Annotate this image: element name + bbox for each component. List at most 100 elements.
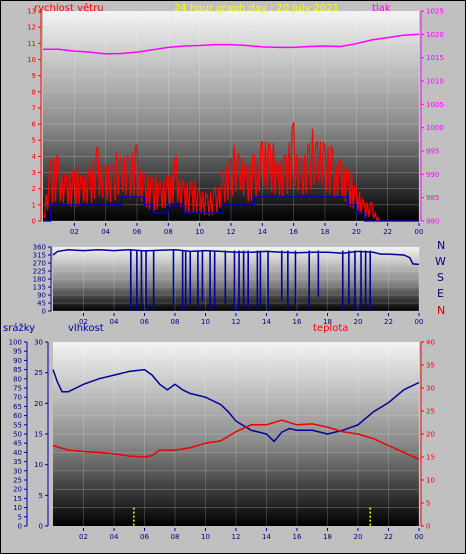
rain-tick-label-15: 15: [13, 495, 22, 503]
direction-tick-label-0: 0: [42, 308, 46, 316]
rain-tick-label-85: 85: [13, 366, 22, 374]
direction-xtick-label-02: 02: [79, 318, 88, 326]
top-xtick-label-16: 16: [289, 228, 298, 236]
pressure-tick-label-1020: 1020: [426, 31, 444, 39]
top-series: [42, 33, 420, 222]
direction-series: [52, 248, 420, 311]
direction-xtick-label-06: 06: [140, 318, 149, 326]
bottom-xtick-label-10: 10: [201, 533, 210, 541]
wind-speed-tick-label-5: 5: [32, 137, 36, 145]
pressure-tick-label-980: 980: [426, 218, 439, 226]
wind-speed-tick-label-2: 2: [32, 185, 36, 193]
top-xtick-label-20: 20: [352, 228, 361, 236]
pressure-tick-label-995: 995: [426, 148, 439, 156]
bottom-xtick-label-12: 12: [232, 533, 241, 541]
humidity-tick-label-5: 5: [39, 492, 43, 500]
pressure-tick-label-1025: 1025: [426, 8, 444, 16]
wind-speed-line: [42, 122, 419, 222]
rain-tick-label-45: 45: [13, 440, 22, 448]
wind-speed-tick-label-8: 8: [32, 88, 36, 96]
bottom-xtick-label-14: 14: [262, 533, 271, 541]
rain-tick-label-50: 50: [13, 431, 22, 439]
temperature-tick-label-0: 0: [426, 523, 430, 531]
temperature-tick-label-10: 10: [426, 477, 435, 485]
rain-tick-label-5: 5: [18, 513, 22, 521]
direction-tick-label-270: 270: [33, 260, 46, 268]
pressure-tick-label-985: 985: [426, 194, 439, 202]
direction-time-axis: 02 04 06 08 10 12 14 16 18 20 22 00: [79, 313, 423, 326]
bottom-xtick-label-20: 20: [354, 533, 363, 541]
top-xtick-label-06: 06: [133, 228, 142, 236]
compass-s: S: [437, 271, 444, 284]
top-grid: [43, 10, 420, 222]
direction-tick-label-180: 180: [33, 276, 46, 284]
rain-tick-label-95: 95: [13, 348, 22, 356]
compass-n-bottom: N: [437, 304, 445, 317]
temperature-tick-label-25: 25: [426, 408, 435, 416]
humidity-line: [52, 368, 420, 443]
direction-xtick-label-04: 04: [110, 318, 119, 326]
direction-xtick-label-18: 18: [323, 318, 332, 326]
wind-speed-tick-label-4: 4: [32, 153, 37, 161]
pressure-axis: 980 985 990 995 1000 1005 1010 1015 1020 1025: [420, 8, 444, 226]
temperature-axis: 0 5 10 15 20 25 30 35 40: [420, 339, 435, 531]
bottom-time-axis: 02 04 06 08 10 12 14 16 18 20 22 00: [79, 528, 423, 541]
humidity-label: vlhkost: [68, 323, 104, 334]
direction-xtick-label-16: 16: [293, 318, 302, 326]
rain-tick-label-25: 25: [13, 477, 22, 485]
humidity-tick-label-30: 30: [34, 339, 43, 347]
rain-tick-label-40: 40: [13, 449, 22, 457]
direction-tick-label-90: 90: [37, 292, 46, 300]
top-xtick-label-08: 08: [164, 228, 173, 236]
compass-e: E: [437, 287, 444, 300]
average-wind-line: [43, 196, 419, 222]
rain-tick-label-65: 65: [13, 403, 22, 411]
rain-tick-label-80: 80: [13, 375, 22, 383]
direction-xtick-label-08: 08: [171, 318, 180, 326]
pressure-line: [43, 33, 420, 55]
top-xtick-label-12: 12: [227, 228, 236, 236]
pressure-tick-label-990: 990: [426, 171, 439, 179]
temperature-tick-label-15: 15: [426, 454, 435, 462]
bottom-panel: 0510152025303540455055606570758085909510…: [3, 322, 435, 541]
wind-speed-label: rychlost větru: [34, 2, 104, 14]
humidity-tick-label-0: 0: [39, 523, 43, 531]
wind-speed-tick-label-6: 6: [32, 121, 37, 129]
top-plot-area: [43, 11, 419, 221]
direction-xtick-label-00: 00: [415, 318, 424, 326]
bottom-xtick-label-22: 22: [384, 533, 393, 541]
direction-xtick-label-10: 10: [201, 318, 210, 326]
rain-tick-label-30: 30: [13, 467, 22, 475]
direction-xtick-label-20: 20: [354, 318, 363, 326]
chart-title: 24 hour graph day : 20 July 2021: [174, 3, 339, 14]
humidity-tick-label-25: 25: [34, 369, 43, 377]
temperature-line: [52, 419, 420, 460]
humidity-axis: 0 5 10 15 20 25 30: [34, 339, 49, 531]
bottom-grid: [53, 341, 420, 526]
rain-tick-label-20: 20: [13, 486, 22, 494]
top-xtick-label-00: 00: [415, 228, 424, 236]
wind-speed-tick-label-0: 0: [32, 218, 36, 226]
bottom-xtick-label-16: 16: [293, 533, 302, 541]
rain-label: srážky: [3, 322, 35, 334]
rain-tick-label-10: 10: [13, 504, 22, 512]
pressure-tick-label-1005: 1005: [426, 101, 444, 109]
wind-speed-tick-label-10: 10: [27, 56, 36, 64]
compass-w: W: [435, 255, 446, 268]
direction-tick-label-135: 135: [33, 284, 46, 292]
rain-tick-label-0: 0: [18, 523, 22, 531]
direction-tick-label-360: 360: [33, 244, 46, 252]
wind-speed-tick-label-13: 13: [27, 8, 36, 16]
top-time-axis: 02 04 06 08 10 12 14 16 18 20 22 00: [70, 223, 424, 236]
top-xtick-label-02: 02: [70, 228, 79, 236]
top-xtick-label-22: 22: [383, 228, 392, 236]
temperature-tick-label-40: 40: [426, 339, 435, 347]
humidity-tick-label-10: 10: [34, 461, 43, 469]
